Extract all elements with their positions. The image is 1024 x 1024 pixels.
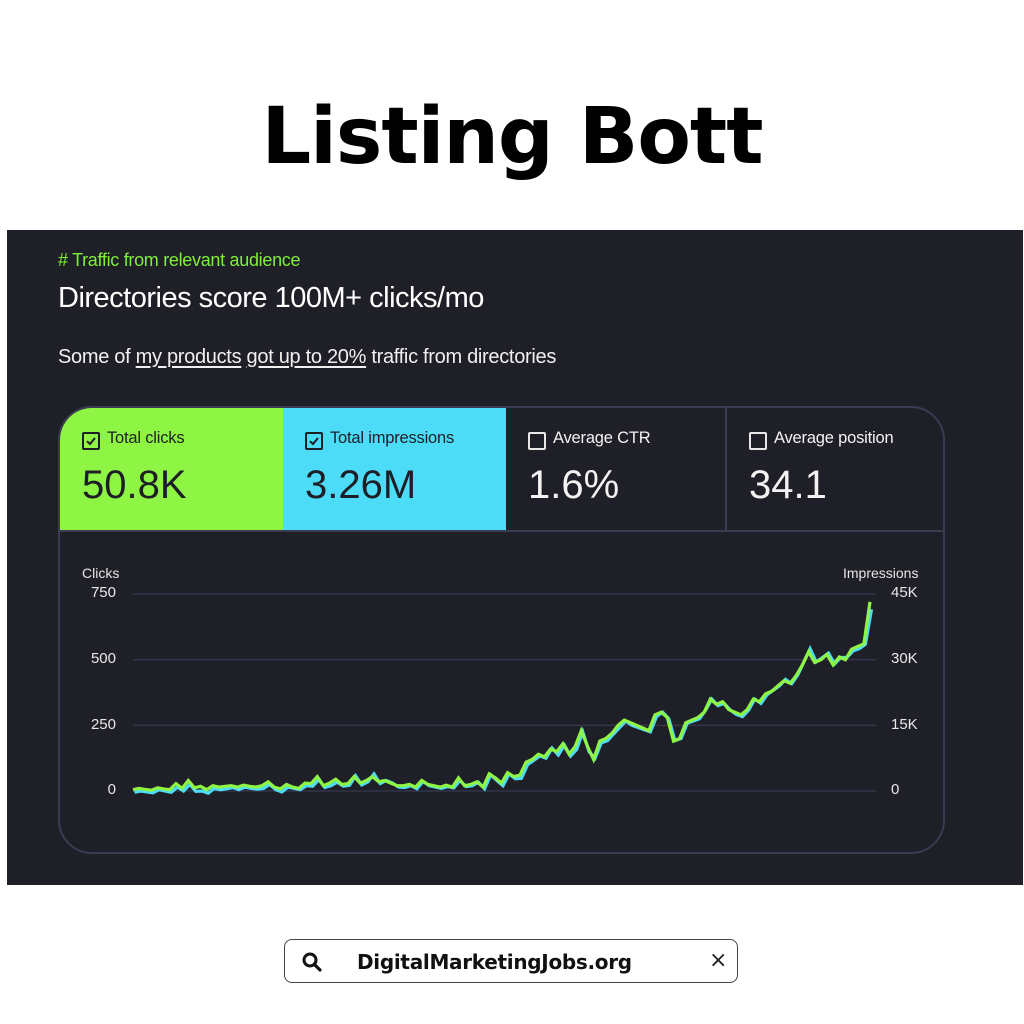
checkbox-unchecked-icon[interactable] <box>528 432 546 450</box>
metrics-row: Total clicks 50.8K Total impressions 3.2… <box>60 408 943 532</box>
metric-average-position[interactable]: Average position 34.1 <box>727 408 943 530</box>
metric-total-impressions[interactable]: Total impressions 3.26M <box>283 408 506 530</box>
right-tick: 0 <box>891 781 900 798</box>
page-title: Listing Bott <box>261 92 763 182</box>
performance-card: Total clicks 50.8K Total impressions 3.2… <box>58 406 945 854</box>
subline-suffix: traffic from directories <box>366 346 557 368</box>
right-tick: 15K <box>891 716 918 733</box>
search-text[interactable]: DigitalMarketingJobs.org <box>357 950 632 974</box>
section-headline: Directories score 100M+ clicks/mo <box>58 282 484 314</box>
metric-total-clicks[interactable]: Total clicks 50.8K <box>60 408 283 530</box>
metric-label: Average position <box>774 429 894 447</box>
right-tick: 30K <box>891 650 918 667</box>
metric-average-ctr[interactable]: Average CTR 1.6% <box>506 408 727 530</box>
twenty-percent-link[interactable]: got up to 20% <box>246 346 367 368</box>
line-chart: Clicks Impressions 750 500 250 0 45K 30K… <box>60 532 943 852</box>
clicks-line <box>132 601 872 792</box>
section-eyebrow: # Traffic from relevant audience <box>58 250 301 270</box>
right-axis-title: Impressions <box>843 565 919 581</box>
subline-prefix: Some of <box>58 346 136 368</box>
right-tick: 45K <box>891 584 918 601</box>
left-tick: 500 <box>90 650 116 667</box>
section-subline: Some of my products got up to 20% traffi… <box>58 346 556 369</box>
left-tick: 750 <box>90 584 116 601</box>
metric-label: Total impressions <box>330 429 455 447</box>
metric-label: Average CTR <box>553 429 651 447</box>
left-axis-title: Clicks <box>82 565 120 581</box>
close-icon[interactable]: × <box>709 948 728 973</box>
search-icon <box>302 952 322 972</box>
metric-value: 50.8K <box>82 463 187 507</box>
plot-area <box>132 593 876 796</box>
my-products-link[interactable]: my products <box>135 346 242 368</box>
metric-value: 3.26M <box>305 463 417 507</box>
metric-label: Total clicks <box>107 429 185 447</box>
metric-value: 1.6% <box>528 463 620 507</box>
search-bar[interactable]: DigitalMarketingJobs.org × <box>284 939 738 983</box>
left-tick: 250 <box>90 716 116 733</box>
checkbox-checked-icon[interactable] <box>82 432 100 450</box>
left-tick: 0 <box>107 781 116 798</box>
metric-value: 34.1 <box>749 463 827 507</box>
traffic-panel: # Traffic from relevant audience Directo… <box>7 230 1023 885</box>
checkbox-unchecked-icon[interactable] <box>749 432 767 450</box>
checkbox-checked-icon[interactable] <box>305 432 323 450</box>
